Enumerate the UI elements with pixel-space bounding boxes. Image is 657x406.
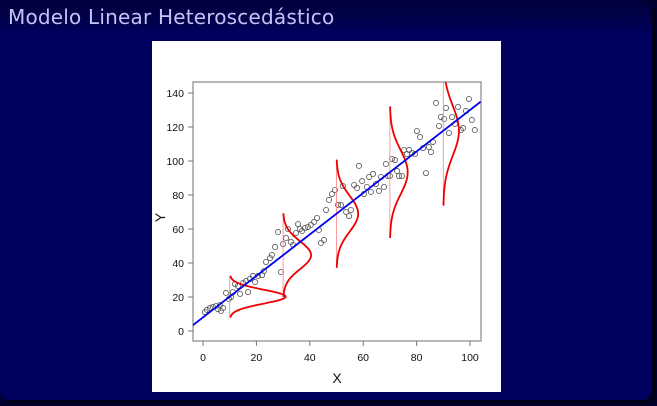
data-point [311, 219, 318, 226]
x-tick-label: 100 [461, 352, 479, 364]
data-point [295, 221, 302, 228]
x-tick-label: 60 [357, 352, 369, 364]
y-tick-label: 60 [172, 224, 184, 236]
slide-title: Modelo Linear Heteroscedástico [8, 5, 335, 29]
data-point [277, 269, 284, 276]
density-curve [282, 213, 312, 298]
data-point [391, 156, 398, 163]
data-point [272, 244, 279, 251]
data-point [326, 196, 333, 203]
data-point [465, 95, 472, 102]
data-point [284, 225, 291, 232]
x-tick-label: 20 [251, 352, 263, 364]
data-point [323, 206, 330, 213]
y-tick-label: 80 [172, 190, 184, 202]
data-point [201, 308, 208, 315]
data-point [339, 182, 346, 189]
y-tick-label: 140 [166, 88, 184, 100]
data-point [245, 289, 252, 296]
data-point [445, 129, 452, 136]
density-curve [335, 159, 360, 268]
data-point [394, 168, 401, 175]
density-curve [442, 82, 460, 206]
data-point [346, 213, 353, 220]
data-point [331, 187, 338, 194]
data-point [287, 238, 294, 245]
data-point [292, 230, 299, 237]
data-point [375, 187, 382, 194]
density-curve [229, 275, 287, 318]
data-point [436, 122, 443, 129]
y-tick-label: 120 [166, 122, 184, 134]
data-point [314, 214, 321, 221]
data-point [354, 185, 361, 192]
x-axis-label: X [332, 370, 342, 386]
data-point [449, 113, 456, 120]
x-tick-label: 0 [200, 352, 206, 364]
data-point [406, 146, 413, 153]
data-point [237, 290, 244, 297]
data-point [275, 229, 282, 236]
data-point [320, 237, 327, 244]
data-point [359, 178, 366, 185]
chart-figure: 0 20 40 60 80 100 120 140 0 20 40 60 80 100 X Y [152, 41, 501, 392]
slide: Modelo Linear Heteroscedástico 0 20 40 60 80… [0, 0, 652, 400]
plot-area [193, 82, 481, 327]
data-point [382, 161, 389, 168]
scatter-plot: 0 20 40 60 80 100 120 140 0 20 40 60 80 100 X Y [152, 81, 482, 386]
data-point [260, 267, 267, 274]
data-point [441, 116, 448, 123]
data-point [355, 162, 362, 169]
data-point [263, 258, 270, 265]
regression-line [193, 100, 481, 327]
y-axis-label: Y [152, 212, 168, 222]
y-tick-label: 20 [172, 292, 184, 304]
data-point [301, 224, 308, 231]
data-point [460, 125, 467, 132]
data-point [428, 148, 435, 155]
data-point [283, 235, 290, 242]
data-point [343, 208, 350, 215]
data-point [206, 305, 213, 312]
y-tick-label: 40 [172, 258, 184, 270]
y-tick-label: 100 [166, 156, 184, 168]
data-point [338, 202, 345, 209]
title-bar: Modelo Linear Heteroscedástico [0, 0, 652, 36]
y-tick-label: 0 [178, 326, 184, 338]
plot-box [192, 81, 482, 342]
data-point [335, 202, 342, 209]
data-point [252, 279, 259, 286]
x-tick-label: 80 [411, 352, 423, 364]
data-point [347, 206, 354, 213]
data-point [370, 170, 377, 177]
data-point [366, 173, 373, 180]
data-point [413, 128, 420, 135]
data-point [471, 127, 478, 134]
data-point [454, 103, 461, 110]
data-point [267, 255, 274, 262]
data-point [389, 155, 396, 162]
data-point [395, 172, 402, 179]
data-point [417, 134, 424, 141]
density-curve [389, 106, 409, 239]
data-point [222, 289, 229, 296]
data-point [204, 306, 211, 313]
data-point [381, 184, 388, 191]
data-point [367, 188, 374, 195]
data-point [318, 239, 325, 246]
data-point [351, 181, 358, 188]
data-point [442, 104, 449, 111]
data-point [468, 117, 475, 124]
x-tick-label: 40 [304, 352, 316, 364]
data-point [268, 252, 275, 259]
data-point [328, 190, 335, 197]
data-point [422, 170, 429, 177]
data-point [217, 307, 224, 314]
data-point [433, 100, 440, 107]
data-point [398, 172, 405, 179]
data-point [425, 144, 432, 151]
